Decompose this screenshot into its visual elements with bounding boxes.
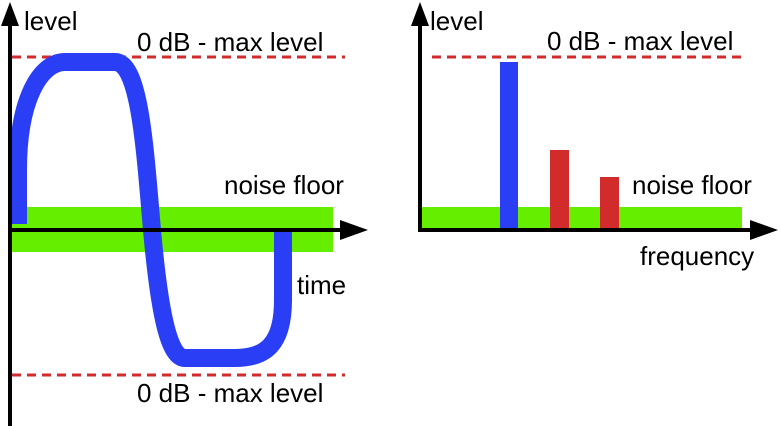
noise-label: noise floor [224, 170, 344, 200]
bottom-limit-label: 0 dB - max level [137, 378, 323, 408]
fundamental-bar [500, 62, 518, 230]
waveform [9, 53, 292, 367]
left-panel: level 0 dB - max level noise floor time … [1, 2, 368, 426]
right-panel: level 0 dB - max level noise floor frequ… [411, 2, 778, 271]
top-limit-label: 0 dB - max level [547, 26, 733, 56]
harmonic-bar [550, 150, 569, 230]
noise-band [10, 232, 333, 252]
y-axis-label: level [430, 6, 483, 36]
x-axis-arrow [750, 220, 778, 240]
harmonic-bar [600, 177, 619, 230]
y-axis-arrow [1, 2, 19, 26]
noise-band [422, 207, 742, 228]
noise-band [10, 207, 333, 228]
x-axis-label: frequency [640, 241, 754, 271]
x-axis-arrow [340, 220, 368, 240]
y-axis-arrow [411, 2, 429, 26]
noise-label: noise floor [632, 170, 752, 200]
y-axis-label: level [24, 6, 77, 36]
top-limit-label: 0 dB - max level [137, 27, 323, 57]
x-axis-label: time [297, 270, 346, 300]
